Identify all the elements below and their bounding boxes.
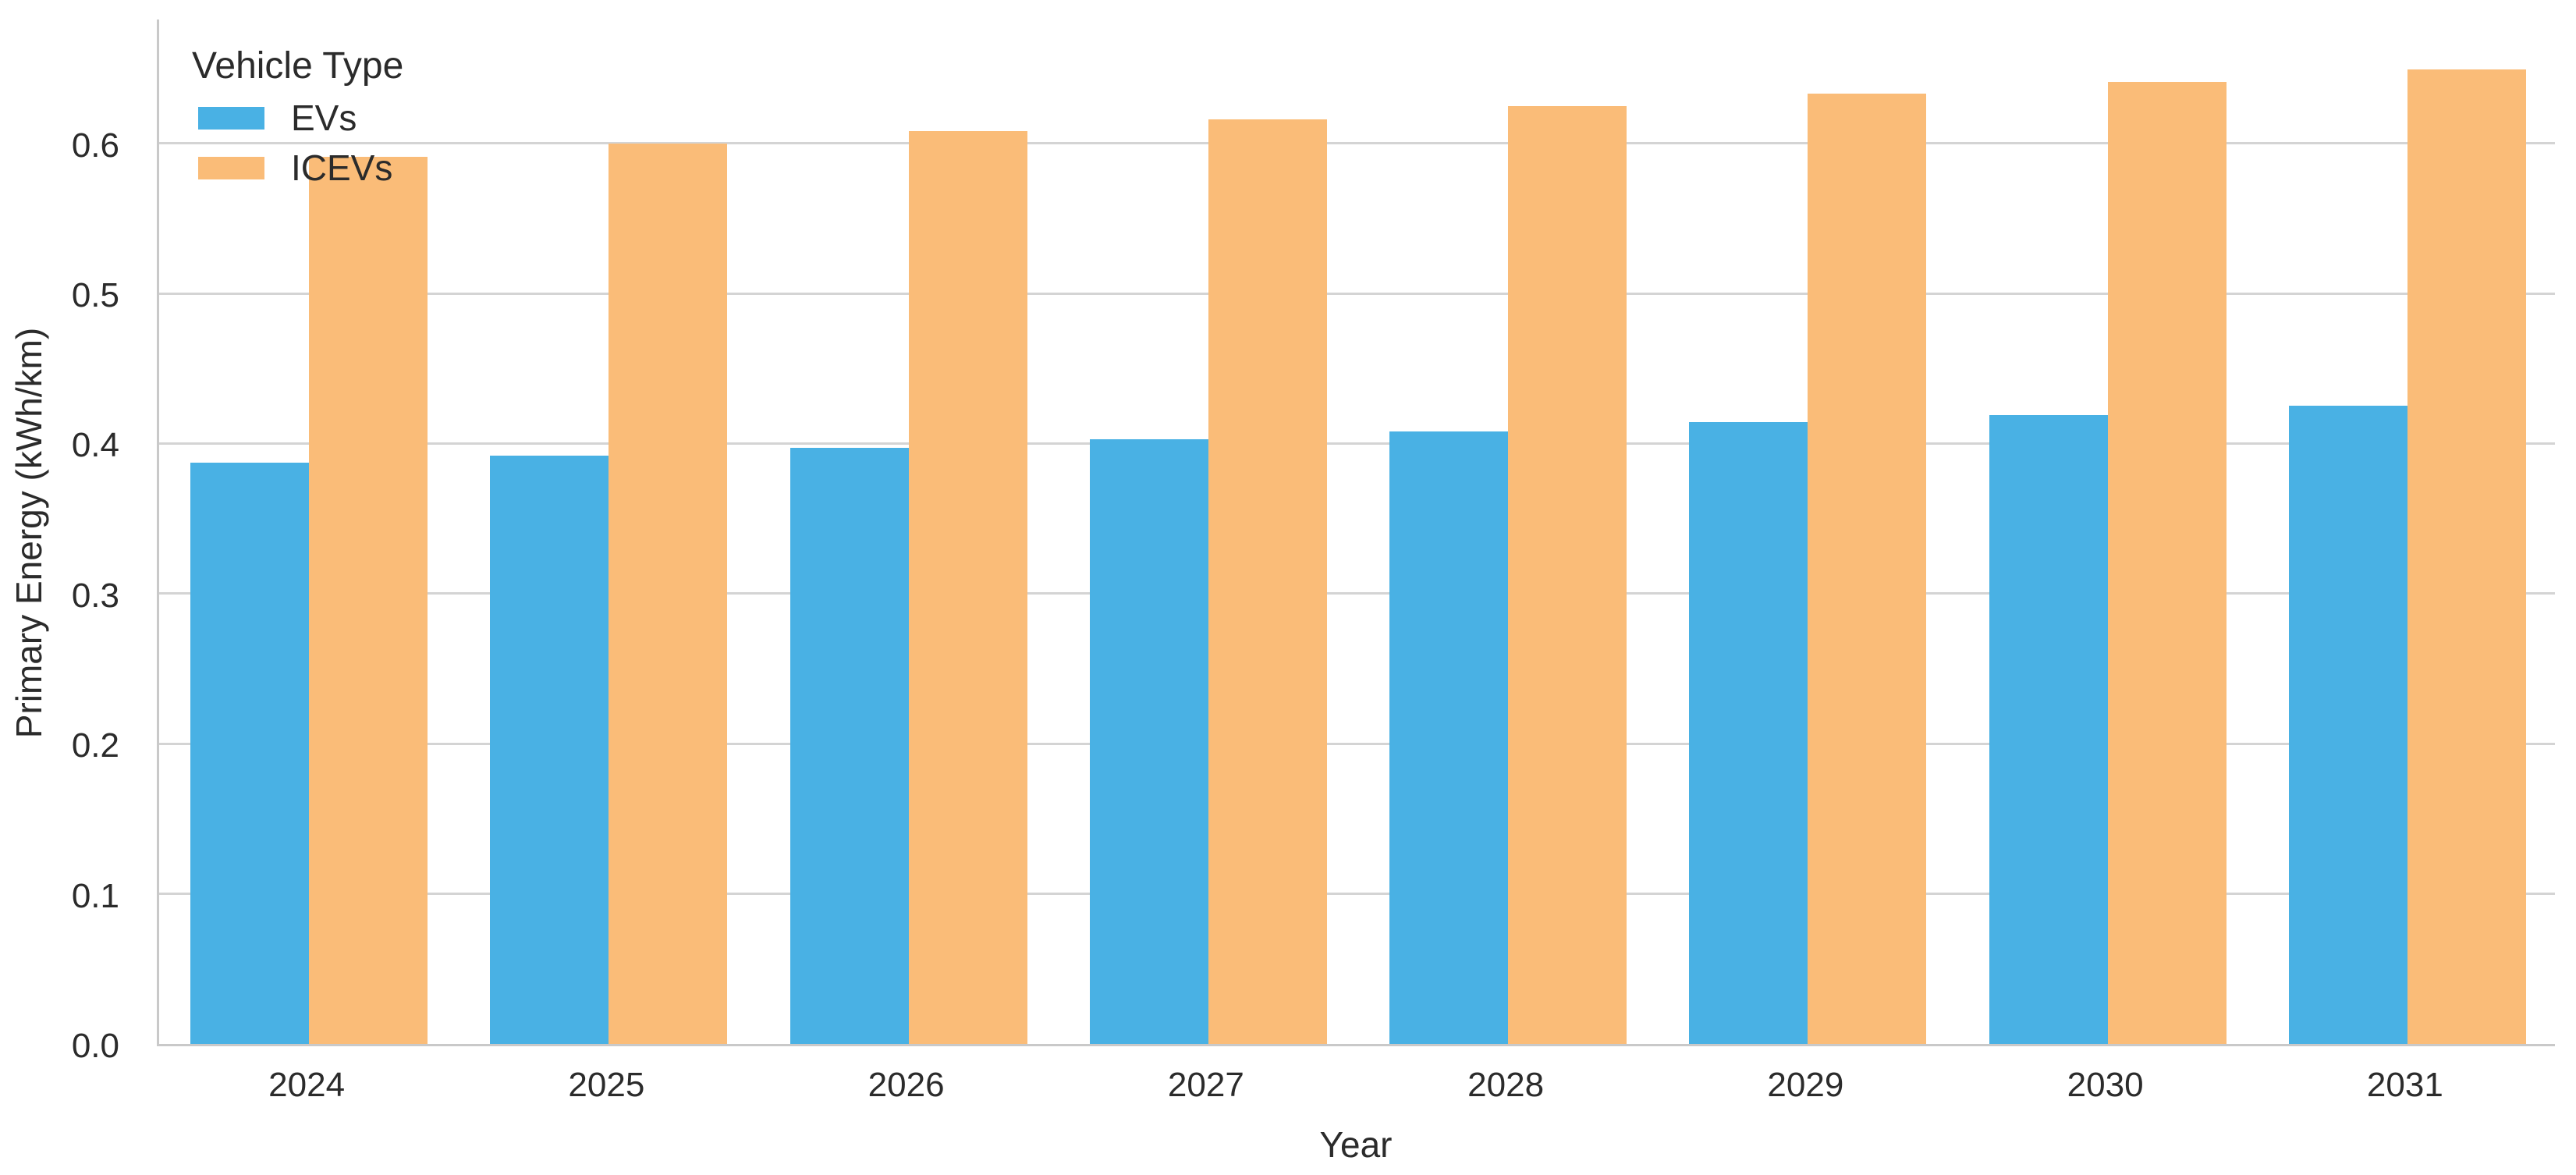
bar-evs-2030 [1989,414,2108,1044]
gridline [159,142,2555,145]
x-tick-label: 2028 [1467,1066,1545,1104]
legend-swatch-icon [198,106,264,130]
plot-area: Vehicle Type EVs ICEVs [157,20,2555,1046]
x-tick-label: 2024 [268,1066,346,1104]
gridline [159,442,2555,445]
y-tick-label: 0.3 [71,576,119,615]
legend-label: EVs [291,98,357,138]
x-tick-label: 2025 [568,1066,645,1104]
bar-icevs-2025 [609,143,728,1044]
legend-label: ICEVs [291,147,393,188]
x-tick-label: 2029 [1767,1066,1844,1104]
gridline [159,742,2555,745]
y-axis-label: Primary Energy (kWh/km) [9,327,49,739]
bar-evs-2031 [2288,406,2407,1044]
legend-title: Vehicle Type [192,45,404,87]
bar-evs-2028 [1389,431,1509,1044]
gridline [159,893,2555,896]
x-tick-label: 2030 [2067,1066,2144,1104]
x-axis-label: Year [1319,1124,1393,1165]
x-tick-label: 2027 [1167,1066,1244,1104]
legend-swatch-icon [198,156,264,179]
x-tick-label: 2026 [868,1066,945,1104]
y-tick-label: 0.4 [71,426,119,465]
bar-icevs-2027 [1208,119,1327,1044]
y-tick-label: 0.5 [71,276,119,314]
bar-evs-2026 [789,448,909,1044]
bar-evs-2029 [1689,422,1808,1044]
bar-evs-2027 [1089,438,1208,1044]
gridline [159,292,2555,295]
bar-evs-2024 [190,463,310,1044]
y-tick-label: 0.6 [71,126,119,165]
bar-evs-2025 [490,455,609,1044]
y-tick-label: 0.0 [71,1027,119,1065]
x-tick-label: 2031 [2366,1066,2443,1104]
bar-icevs-2028 [1508,105,1627,1044]
gridline [159,592,2555,595]
bar-icevs-2026 [908,131,1027,1044]
bar-icevs-2024 [309,156,428,1044]
legend-item-icevs: ICEVs [198,149,403,186]
bar-icevs-2031 [2407,69,2526,1044]
bar-icevs-2030 [2107,81,2227,1044]
legend: Vehicle Type EVs ICEVs [192,45,404,187]
legend-item-evs: EVs [198,99,403,137]
y-tick-label: 0.1 [71,876,119,915]
bar-icevs-2029 [1808,94,1927,1044]
y-tick-label: 0.2 [71,726,119,765]
